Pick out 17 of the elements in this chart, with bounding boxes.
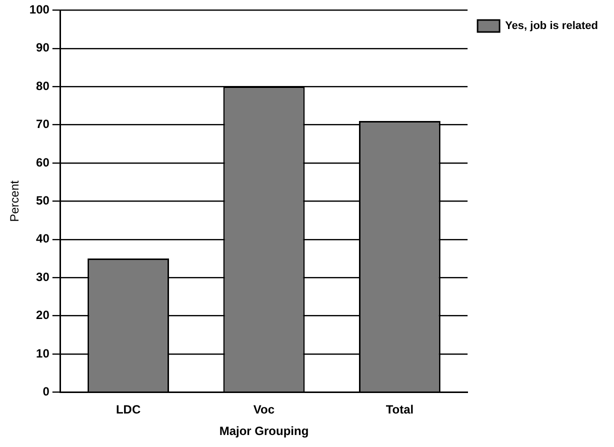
y-tick-label: 60 — [36, 155, 50, 170]
x-tick-label: Total — [386, 402, 414, 417]
y-tick-label: 0 — [42, 384, 50, 399]
y-tick-label: 40 — [36, 232, 50, 246]
y-tick-label: 100 — [29, 2, 50, 17]
x-axis-title: Major Grouping — [219, 424, 309, 438]
x-tick-label: Voc — [253, 402, 275, 417]
y-tick-label: 50 — [36, 194, 50, 208]
legend-label: Yes, job is related — [505, 20, 598, 32]
y-tick-label: 80 — [36, 78, 50, 93]
y-tick-label: 90 — [36, 40, 50, 55]
y-tick-label: 20 — [36, 308, 50, 322]
y-tick-label: 10 — [36, 346, 50, 360]
y-tick-label: 70 — [36, 117, 50, 132]
y-axis-title: Percent — [8, 180, 22, 222]
y-tick-label: 30 — [36, 270, 50, 284]
x-tick-label: LDC — [116, 402, 141, 417]
